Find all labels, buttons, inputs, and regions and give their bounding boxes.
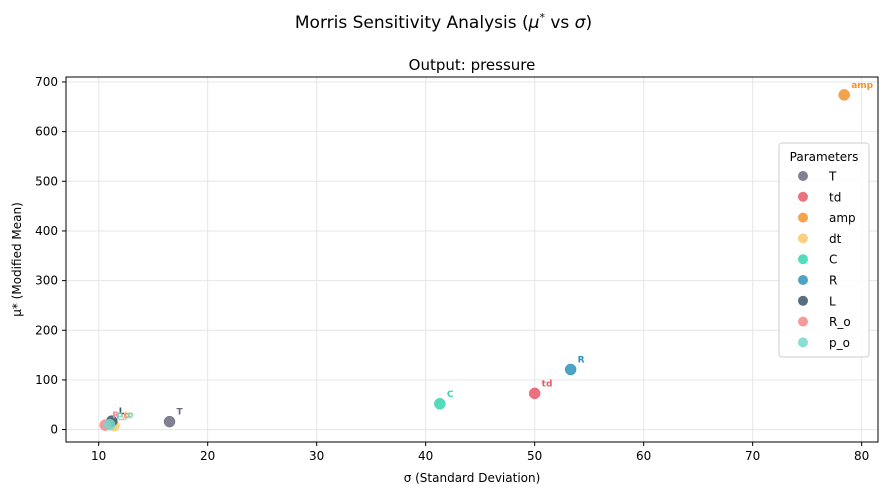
point-label-t: T — [177, 408, 184, 418]
legend-marker-p-o — [798, 337, 808, 348]
y-tick-label: 0 — [50, 423, 58, 437]
point-r — [564, 363, 577, 376]
axis-ticks: 10 20 30 40 50 60 70 80 0 100 200 300 400 500 600 700 — [35, 75, 869, 463]
point-label-r-o: R_o — [112, 411, 130, 421]
y-tick-label: 500 — [35, 174, 58, 188]
y-tick-label: 700 — [35, 75, 58, 89]
point-amp — [838, 89, 850, 101]
x-tick-label: 10 — [91, 449, 106, 463]
y-tick-label: 400 — [35, 224, 58, 238]
y-tick-label: 600 — [35, 125, 58, 139]
point-label-amp: amp — [851, 81, 873, 91]
x-tick-label: 30 — [309, 449, 324, 463]
y-tick-label: 100 — [35, 373, 58, 387]
x-tick-label: 60 — [636, 449, 651, 463]
point-td — [528, 387, 541, 400]
legend-label-t: T — [828, 170, 837, 184]
legend-label-l: L — [829, 294, 836, 308]
y-tick-label: 200 — [35, 323, 58, 337]
legend-marker-dt — [798, 233, 808, 244]
legend-title: Parameters — [790, 150, 859, 164]
point-p-o — [103, 418, 116, 431]
axes-title: Output: pressure — [409, 56, 536, 74]
point-t — [163, 415, 176, 428]
y-tick-label: 300 — [35, 274, 58, 288]
x-tick-label: 20 — [200, 449, 215, 463]
scatter-points — [99, 89, 850, 432]
legend-marker-amp — [798, 212, 808, 223]
legend-marker-t — [798, 171, 808, 181]
x-tick-label: 80 — [854, 449, 869, 463]
point-label-p-o: p_o — [117, 411, 134, 421]
point-label-r: R — [578, 355, 585, 365]
legend-marker-r — [798, 275, 808, 285]
y-axis-label: μ* (Modified Mean) — [10, 202, 24, 317]
x-tick-label: 50 — [527, 449, 542, 463]
legend-box — [778, 142, 870, 358]
legend-label-r: R — [829, 274, 837, 288]
legend-label-amp: amp — [829, 211, 856, 225]
legend-marker-l — [798, 295, 808, 306]
legend-marker-td — [798, 191, 808, 202]
x-axis-label: σ (Standard Deviation) — [404, 471, 541, 485]
plot-frame — [65, 76, 879, 443]
legend-label-dt: dt — [829, 232, 842, 246]
legend-label-td: td — [829, 190, 841, 204]
legend-label-r-o: R_o — [829, 315, 851, 329]
legend-label-p-o: p_o — [829, 336, 850, 350]
legend: Parameters Ttd amp dt CRL R_o p_o — [778, 142, 870, 358]
point-label-l: L — [119, 407, 125, 417]
point-c — [434, 398, 446, 410]
point-label-c: C — [447, 390, 454, 400]
x-tick-label: 70 — [745, 449, 760, 463]
legend-marker-c — [798, 254, 808, 265]
gridlines — [66, 77, 878, 442]
point-label-dt: dt — [121, 412, 132, 422]
x-tick-label: 40 — [418, 449, 433, 463]
legend-label-c: C — [829, 253, 837, 267]
point-label-td: td — [542, 379, 553, 389]
legend-marker-r-o — [798, 316, 808, 327]
suptitle: Morris Sensitivity Analysis (μ* vs σ) — [295, 11, 592, 33]
